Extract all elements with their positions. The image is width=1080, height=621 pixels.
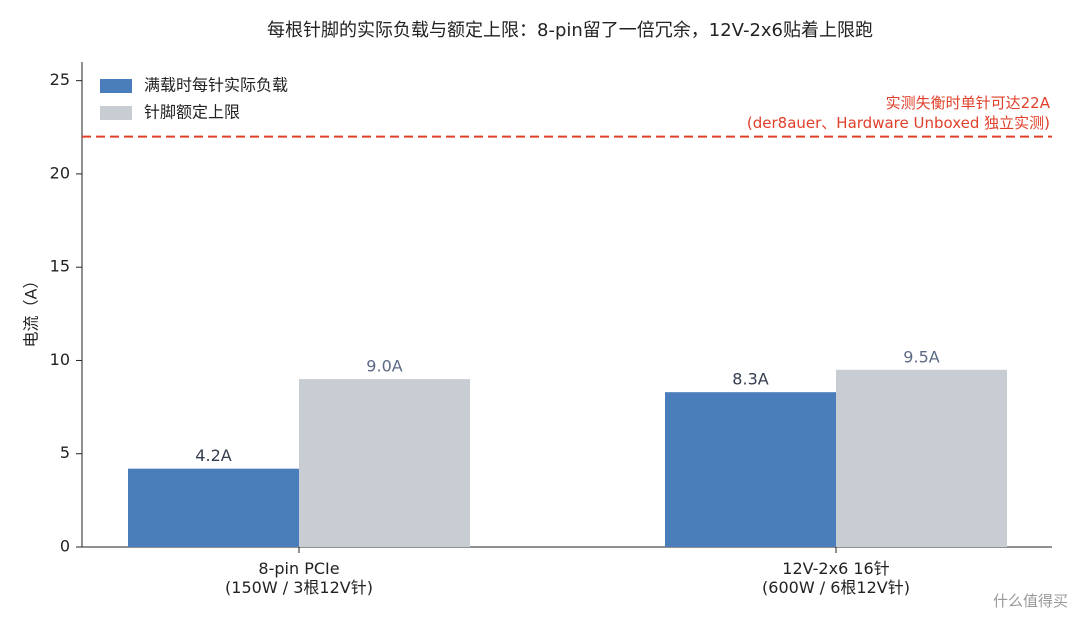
y-tick-label: 15: [50, 257, 70, 276]
y-tick-label: 20: [50, 163, 70, 182]
legend-swatch: [100, 106, 132, 120]
legend-swatch: [100, 79, 132, 93]
y-tick-label: 25: [50, 70, 70, 89]
chart-title: 每根针脚的实际负载与额定上限：8-pin留了一倍冗余，12V-2x6贴着上限跑: [267, 20, 873, 41]
legend-label: 针脚额定上限: [144, 103, 240, 122]
x-tick-label: 8-pin PCIe (150W / 3根12V针): [225, 559, 373, 597]
value-label: 9.0A: [366, 357, 402, 376]
y-tick-label: 0: [60, 537, 70, 556]
watermark: 什么值得买: [992, 592, 1068, 610]
x-tick-label: 12V-2x6 16针 (600W / 6根12V针): [762, 559, 910, 597]
value-label: 9.5A: [903, 347, 939, 366]
bar: [299, 379, 470, 547]
value-label: 8.3A: [732, 370, 768, 389]
y-axis-label: 电流（A）: [22, 273, 41, 348]
y-tick-label: 5: [60, 443, 70, 462]
bar: [665, 392, 836, 547]
reference-label: 实测失衡时单针可达22A (der8auer、Hardware Unboxed …: [746, 94, 1050, 132]
legend-label: 满载时每针实际负载: [144, 76, 288, 95]
bar: [128, 468, 299, 547]
value-label: 4.2A: [195, 446, 231, 465]
bar: [836, 369, 1007, 547]
y-tick-label: 10: [50, 350, 70, 369]
